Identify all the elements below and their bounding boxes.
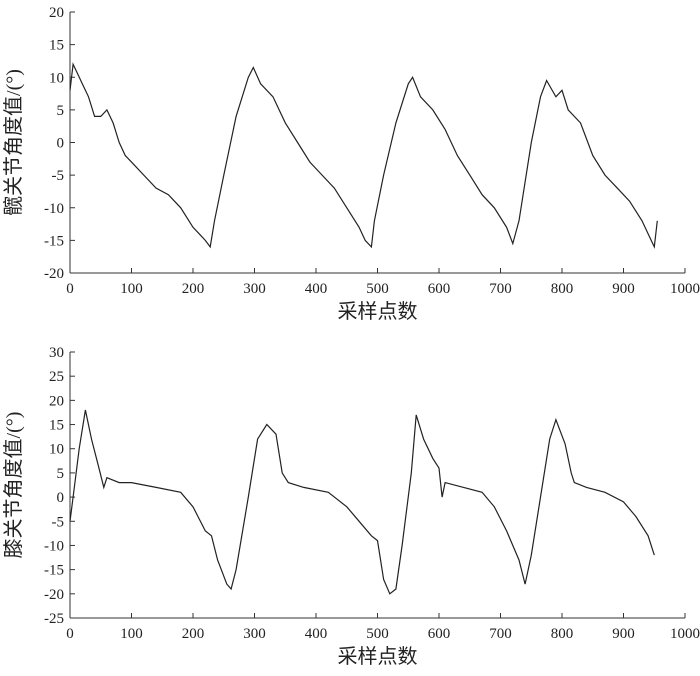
x-tick-label: 200 <box>182 281 205 297</box>
y-tick-label: -15 <box>44 233 64 249</box>
y-tick-label: -10 <box>44 201 64 217</box>
x-tick-label: 500 <box>366 626 389 642</box>
y-tick-label: -20 <box>44 587 64 603</box>
x-tick-label: 0 <box>66 626 74 642</box>
y-axis-label: 膝关节角度值/(°) <box>2 412 25 559</box>
y-tick-label: 5 <box>57 103 65 119</box>
x-tick-label: 300 <box>243 281 266 297</box>
x-tick-label: 100 <box>120 626 143 642</box>
y-axis-label: 髋关节角度值/(°) <box>2 69 25 216</box>
y-tick-label: 0 <box>57 490 65 506</box>
x-tick-label: 400 <box>305 281 328 297</box>
y-tick-label: 15 <box>49 418 64 434</box>
x-axis-label: 采样点数 <box>338 645 418 668</box>
x-tick-label: 200 <box>182 626 205 642</box>
x-tick-label: 600 <box>428 626 451 642</box>
x-tick-label: 500 <box>366 281 389 297</box>
y-tick-label: -20 <box>44 266 64 282</box>
y-tick-label: 15 <box>49 38 64 54</box>
y-tick-label: 10 <box>49 442 64 458</box>
x-tick-label: 900 <box>612 626 635 642</box>
y-tick-label: 20 <box>49 5 64 21</box>
y-tick-label: -10 <box>44 538 64 554</box>
x-tick-label: 1000 <box>670 281 700 297</box>
data-line <box>69 409 655 595</box>
y-tick-label: -15 <box>44 563 64 579</box>
x-tick-label: 1000 <box>670 626 700 642</box>
y-tick-label: 10 <box>49 70 64 86</box>
y-tick-label: 0 <box>57 136 65 152</box>
y-tick-label: -25 <box>44 611 64 627</box>
x-tick-label: 700 <box>489 626 512 642</box>
x-tick-label: 900 <box>612 281 635 297</box>
x-tick-label: 0 <box>66 281 74 297</box>
x-tick-label: 100 <box>120 281 143 297</box>
y-tick-label: -5 <box>52 168 65 184</box>
x-axis-label: 采样点数 <box>338 300 418 323</box>
data-line <box>69 62 658 250</box>
x-tick-label: 300 <box>243 626 266 642</box>
x-tick-label: 800 <box>551 281 574 297</box>
x-tick-label: 800 <box>551 626 574 642</box>
y-tick-label: -5 <box>52 514 65 530</box>
x-tick-label: 600 <box>428 281 451 297</box>
y-tick-label: 25 <box>49 369 64 385</box>
y-tick-label: 20 <box>49 393 64 409</box>
y-tick-label: 5 <box>57 466 65 482</box>
x-tick-label: 700 <box>489 281 512 297</box>
x-tick-label: 400 <box>305 626 328 642</box>
y-tick-label: 30 <box>49 345 64 361</box>
